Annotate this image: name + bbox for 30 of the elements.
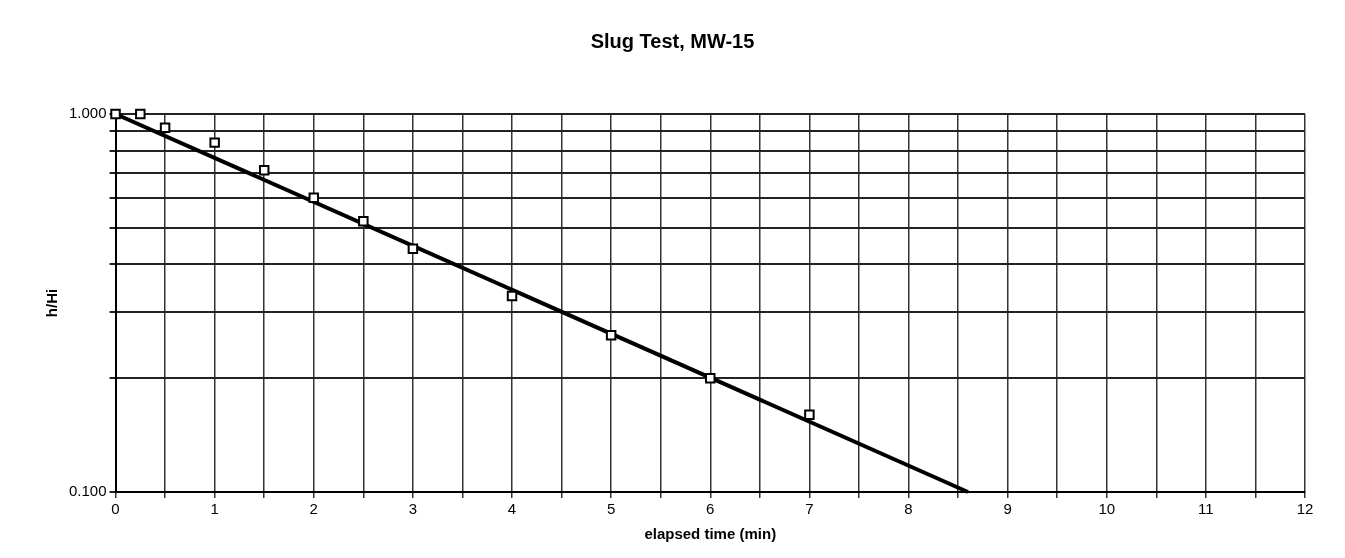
point [506, 290, 518, 302]
x-tick-label: 8 [904, 500, 913, 518]
x-tick-label: 7 [805, 500, 814, 518]
x-tick-label: 6 [706, 500, 715, 518]
x-tick-label: 9 [1003, 500, 1012, 518]
x-axis-title: elapsed time (min) [644, 525, 777, 543]
x-tick-label: 12 [1296, 500, 1314, 518]
y-tick-label: 1.000 [68, 104, 107, 122]
x-tick-label: 5 [606, 500, 616, 518]
x-tick-label: 1 [210, 500, 219, 518]
x-tick-label: 11 [1198, 500, 1214, 518]
chart-title: Slug Test, MW-15 [590, 29, 755, 52]
point [209, 137, 220, 148]
y-tick-label: 0.100 [68, 482, 107, 500]
point [605, 329, 617, 341]
x-tick-label: 10 [1098, 500, 1116, 518]
x-tick-label: 0 [111, 500, 120, 518]
point [135, 108, 146, 120]
point [705, 372, 716, 384]
x-tick-label: 4 [507, 500, 517, 518]
y-axis-title: h/Hi [43, 288, 61, 318]
point [407, 243, 419, 255]
x-tick-label: 2 [309, 500, 318, 518]
point [308, 192, 320, 204]
x-tick-label: 3 [408, 500, 418, 518]
point [159, 122, 171, 133]
point [804, 409, 815, 421]
point [358, 216, 369, 227]
point [258, 164, 270, 176]
point [110, 108, 121, 120]
